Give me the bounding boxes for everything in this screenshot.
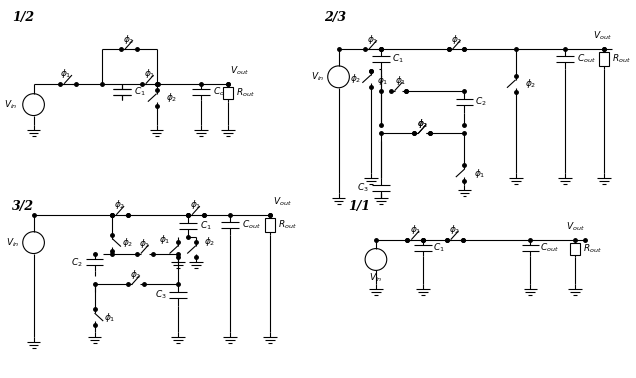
Text: $C_{out}$: $C_{out}$ bbox=[540, 241, 559, 254]
Text: $C_3$: $C_3$ bbox=[155, 289, 167, 302]
Text: $C_2$: $C_2$ bbox=[475, 95, 487, 108]
Text: $\phi_2$: $\phi_2$ bbox=[417, 117, 428, 130]
Bar bbox=[599, 52, 609, 66]
Text: $R_{out}$: $R_{out}$ bbox=[612, 53, 631, 65]
Text: $V_{out}$: $V_{out}$ bbox=[593, 29, 612, 42]
Text: 2/3: 2/3 bbox=[324, 11, 346, 24]
Bar bbox=[223, 87, 233, 99]
Text: $\phi_2$: $\phi_2$ bbox=[167, 91, 177, 104]
Text: $\phi_1$: $\phi_1$ bbox=[159, 233, 170, 246]
Text: $C_2$: $C_2$ bbox=[71, 256, 83, 269]
Text: $V_{out}$: $V_{out}$ bbox=[566, 220, 584, 233]
Text: $\phi_1$: $\phi_1$ bbox=[139, 237, 151, 250]
Text: $\phi_2$: $\phi_2$ bbox=[123, 33, 135, 46]
Text: $\phi_2$: $\phi_2$ bbox=[449, 223, 460, 236]
Text: $\phi_2$: $\phi_2$ bbox=[122, 236, 134, 249]
Text: $C_1$: $C_1$ bbox=[392, 53, 403, 65]
Text: 1/1: 1/1 bbox=[349, 200, 371, 213]
Text: $\phi_2$: $\phi_2$ bbox=[451, 33, 462, 46]
Text: $\phi_2$: $\phi_2$ bbox=[204, 235, 215, 248]
Text: $V_{out}$: $V_{out}$ bbox=[230, 64, 249, 77]
Text: $\phi_2$: $\phi_2$ bbox=[350, 72, 361, 85]
Text: $R_{out}$: $R_{out}$ bbox=[236, 87, 255, 99]
Text: $\phi_1$: $\phi_1$ bbox=[410, 223, 421, 236]
Bar bbox=[570, 243, 579, 254]
Text: $V_{out}$: $V_{out}$ bbox=[273, 195, 291, 208]
Text: $C_3$: $C_3$ bbox=[357, 182, 369, 194]
Text: $C_{out}$: $C_{out}$ bbox=[577, 53, 595, 65]
Text: $\phi_1$: $\phi_1$ bbox=[60, 67, 72, 81]
Text: $C_1$: $C_1$ bbox=[134, 85, 146, 98]
Text: $\phi_1$: $\phi_1$ bbox=[377, 74, 389, 87]
Text: $\phi_1$: $\phi_1$ bbox=[474, 167, 486, 180]
Text: $\phi_1$: $\phi_1$ bbox=[394, 74, 406, 87]
Text: $V_{in}$: $V_{in}$ bbox=[4, 98, 18, 111]
Text: $V_{in}$: $V_{in}$ bbox=[369, 271, 383, 284]
Text: $\phi_1$: $\phi_1$ bbox=[104, 311, 116, 324]
Text: $V_{in}$: $V_{in}$ bbox=[6, 236, 20, 249]
Text: $\phi_1$: $\phi_1$ bbox=[190, 198, 202, 211]
Bar bbox=[265, 218, 275, 232]
Text: $\phi_2$: $\phi_2$ bbox=[130, 268, 142, 281]
Text: $\phi_2$: $\phi_2$ bbox=[417, 117, 428, 130]
Text: 3/2: 3/2 bbox=[12, 200, 34, 213]
Text: $\phi_2$: $\phi_2$ bbox=[525, 77, 537, 90]
Text: $\phi_1$: $\phi_1$ bbox=[144, 67, 155, 81]
Text: $C_1$: $C_1$ bbox=[433, 241, 445, 254]
Text: $R_{out}$: $R_{out}$ bbox=[583, 242, 602, 255]
Text: $C_{out}$: $C_{out}$ bbox=[242, 218, 261, 231]
Text: $R_{out}$: $R_{out}$ bbox=[277, 218, 296, 231]
Text: 1/2: 1/2 bbox=[12, 11, 34, 24]
Text: $C_1$: $C_1$ bbox=[200, 220, 212, 232]
Text: $\phi_2$: $\phi_2$ bbox=[114, 198, 126, 211]
Text: $\phi_1$: $\phi_1$ bbox=[367, 33, 378, 46]
Text: $V_{in}$: $V_{in}$ bbox=[311, 71, 325, 83]
Text: $C_{out}$: $C_{out}$ bbox=[212, 85, 232, 98]
